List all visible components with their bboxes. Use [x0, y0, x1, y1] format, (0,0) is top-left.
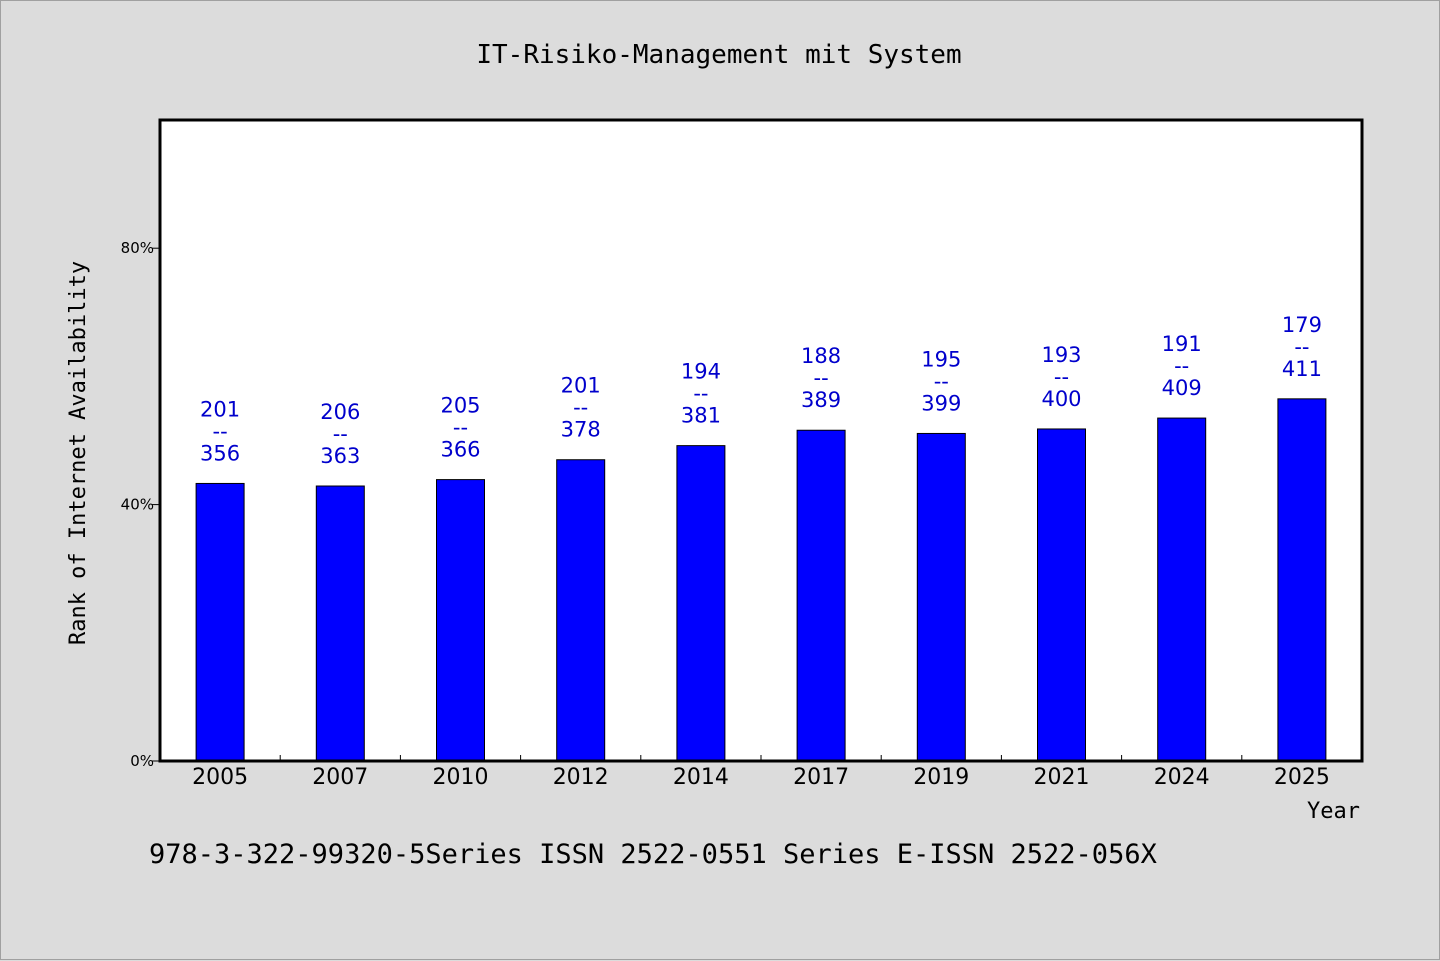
bar-2014	[676, 445, 726, 762]
bar-label-sep-2024: --	[1174, 354, 1189, 378]
x-tick-label-2014: 2014	[673, 765, 729, 790]
x-tick-label-2010: 2010	[433, 765, 489, 790]
y-tick-label-40: 40%	[121, 496, 154, 514]
bar-label-bottom-2024: 409	[1162, 376, 1202, 400]
bar-label-bottom-2021: 400	[1041, 387, 1081, 411]
x-tick-label-2012: 2012	[553, 765, 609, 790]
bar-label-top-2019: 195	[921, 347, 961, 371]
bar-2019	[916, 432, 966, 762]
bar-label-bottom-2007: 363	[320, 444, 360, 468]
chart-title: IT-Risiko-Management mit System	[476, 40, 961, 70]
x-tick-label-2019: 2019	[913, 765, 969, 790]
bar-label-sep-2025: --	[1294, 335, 1309, 359]
bar-label-bottom-2017: 389	[801, 388, 841, 412]
bar-label-bottom-2019: 399	[921, 391, 961, 415]
y-tick-label-0: 0%	[130, 752, 154, 770]
bar-label-sep-2019: --	[934, 369, 949, 393]
bar-label-sep-2005: --	[213, 419, 228, 443]
bar-2012	[556, 459, 606, 762]
x-tick-label-2025: 2025	[1274, 765, 1330, 790]
bar-2024	[1157, 417, 1207, 762]
bar-label-top-2024: 191	[1162, 332, 1202, 356]
bar-label-bottom-2014: 381	[681, 404, 721, 428]
bar-label-sep-2012: --	[573, 396, 588, 420]
bar-label-sep-2017: --	[814, 366, 829, 390]
bar-label-sep-2021: --	[1054, 365, 1069, 389]
x-axis-label: Year	[1307, 799, 1360, 824]
bars-group	[195, 398, 1327, 762]
bar-labels-group: 201--356206--363205--366201--378194--381…	[200, 313, 1322, 468]
bar-2010	[436, 479, 485, 762]
plot-border	[158, 118, 1364, 763]
x-tick-label-2017: 2017	[793, 765, 849, 790]
bar-label-bottom-2005: 356	[200, 441, 240, 465]
bar-label-top-2017: 188	[801, 344, 841, 368]
bar-label-sep-2014: --	[693, 382, 708, 406]
y-axis-label: Rank of Internet Availability	[66, 261, 91, 645]
bar-2021	[1037, 428, 1086, 762]
bar-label-top-2021: 193	[1041, 343, 1081, 367]
bar-2007	[315, 485, 365, 762]
bar-label-bottom-2010: 366	[440, 438, 480, 462]
y-tick-label-80: 80%	[121, 239, 154, 257]
x-tick-label-2024: 2024	[1154, 765, 1210, 790]
bar-label-bottom-2025: 411	[1282, 357, 1322, 381]
bar-label-top-2025: 179	[1282, 313, 1322, 337]
bar-label-bottom-2012: 378	[561, 418, 601, 442]
bar-label-sep-2010: --	[453, 416, 468, 440]
x-tick-label-2007: 2007	[312, 765, 368, 790]
y-axis-ticks: 0% 40% 80%	[121, 239, 160, 770]
x-axis-ticks: 2005 2007 2010 2012 2014 2017 2019 2021 2024 2025	[192, 755, 1330, 790]
bar-2025	[1277, 398, 1327, 762]
bar-label-top-2014: 194	[681, 360, 721, 384]
bar-label-top-2012: 201	[561, 374, 601, 398]
bar-2017	[796, 429, 846, 762]
x-tick-label-2021: 2021	[1034, 765, 1090, 790]
bar-label-top-2007: 206	[320, 400, 360, 424]
x-tick-label-2005: 2005	[192, 765, 248, 790]
bar-2005	[195, 482, 245, 762]
bar-label-sep-2007: --	[333, 422, 348, 446]
bar-label-top-2005: 201	[200, 397, 240, 421]
footer-isbn-issn: 978-3-322-99320-5Series ISSN 2522-0551 S…	[149, 839, 1157, 870]
bar-label-top-2010: 205	[440, 394, 480, 418]
